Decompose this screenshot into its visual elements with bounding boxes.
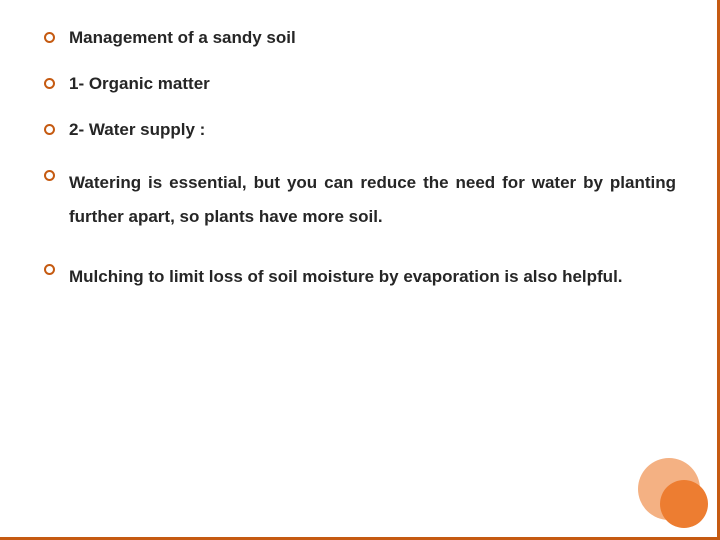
bullet-text: Mulching to limit loss of soil moisture …	[69, 260, 676, 294]
bullet-marker-icon	[44, 32, 55, 43]
bullet-text: Watering is essential, but you can reduc…	[69, 166, 676, 234]
bullet-item: 1- Organic matter	[44, 74, 676, 94]
bullet-item: Watering is essential, but you can reduc…	[44, 166, 676, 234]
slide-body: Management of a sandy soil 1- Organic ma…	[0, 0, 720, 540]
bullet-marker-icon	[44, 78, 55, 89]
bullet-marker-icon	[44, 264, 55, 275]
bullet-text: Management of a sandy soil	[69, 28, 676, 48]
bullet-text: 2- Water supply :	[69, 120, 676, 140]
bullet-marker-icon	[44, 124, 55, 135]
bullet-marker-icon	[44, 170, 55, 181]
bullet-item: 2- Water supply :	[44, 120, 676, 140]
bullet-text: 1- Organic matter	[69, 74, 676, 94]
decor-circle-inner-icon	[660, 480, 708, 528]
bullet-item: Mulching to limit loss of soil moisture …	[44, 260, 676, 294]
bullet-item: Management of a sandy soil	[44, 28, 676, 48]
